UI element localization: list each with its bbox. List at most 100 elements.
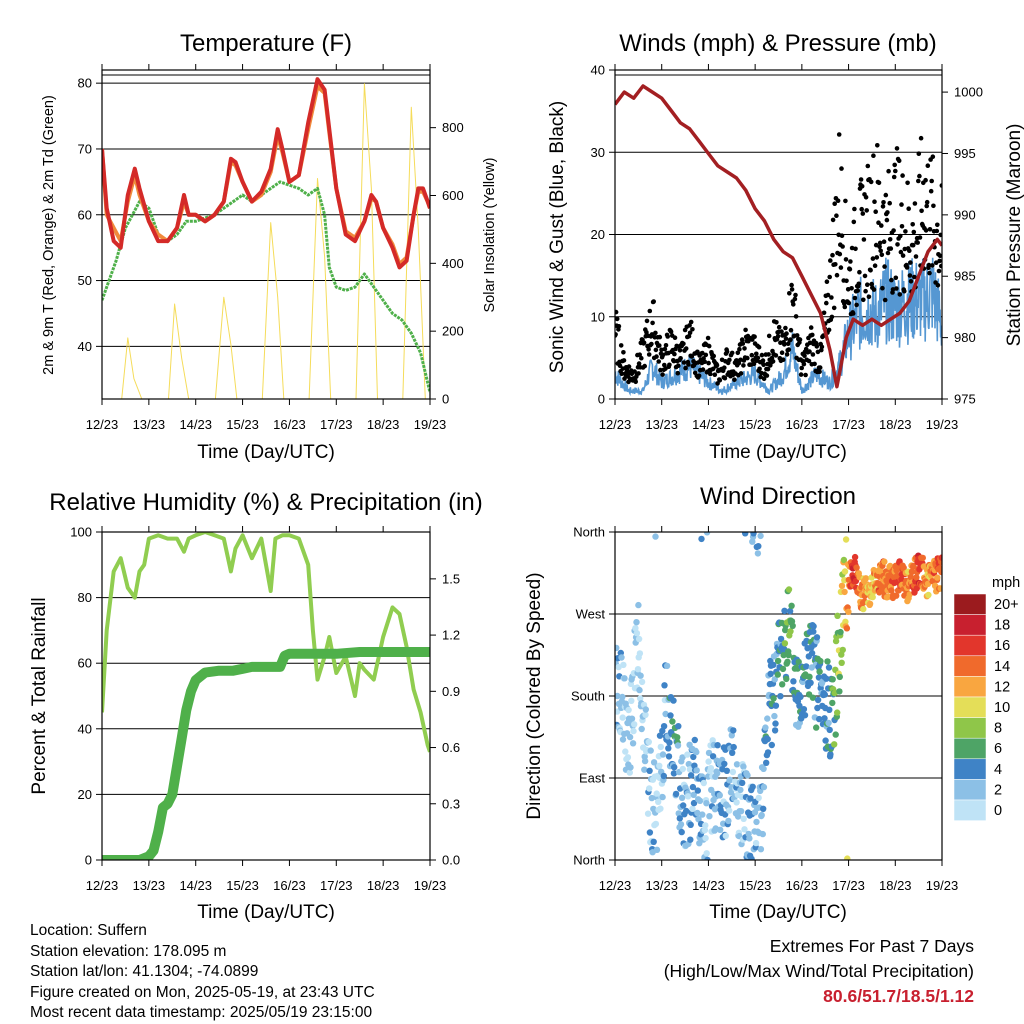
direction-point — [675, 810, 682, 817]
gust-point — [843, 257, 849, 262]
direction-plot-border — [614, 531, 943, 861]
gust-point — [852, 295, 858, 301]
gust-point — [910, 222, 915, 227]
direction-point — [821, 691, 828, 698]
temperature-xtick-label: 15/23 — [226, 417, 259, 432]
direction-point — [779, 665, 787, 673]
gust-point — [834, 272, 840, 278]
gust-point — [662, 346, 668, 352]
extremes-subheading: (High/Low/Max Wind/Total Precipitation) — [663, 961, 974, 981]
direction-point — [641, 766, 648, 773]
direction-point — [680, 802, 687, 809]
direction-point — [707, 765, 715, 772]
gust-point — [641, 340, 647, 346]
direction-point — [836, 673, 843, 681]
direction-point — [631, 721, 638, 728]
series-2m-t — [102, 77, 430, 270]
direction-point — [730, 743, 737, 751]
gust-point — [727, 357, 732, 363]
direction-point — [709, 753, 717, 760]
direction-point — [646, 785, 653, 792]
panel-temperature: Temperature (F) 2m & 9m T (Red, Orange) … — [41, 30, 498, 463]
winds-y2tick-label: 975 — [954, 392, 976, 407]
station-info: Location: Suffern Station elevation: 178… — [30, 921, 375, 1024]
direction-point — [834, 612, 841, 619]
direction-ytick-label: East — [579, 771, 605, 786]
direction-point — [693, 767, 700, 774]
gust-point — [847, 267, 853, 272]
temperature-xtick-label: 17/23 — [320, 417, 353, 432]
direction-point — [750, 532, 757, 537]
gust-point — [879, 223, 884, 228]
temperature-xlabel: Time (Day/UTC) — [197, 442, 335, 463]
humidity-ytick-label: 80 — [78, 590, 92, 605]
gust-point — [937, 253, 942, 259]
series-total-precipitation — [102, 647, 430, 860]
direction-point — [652, 533, 659, 540]
gust-point — [882, 264, 887, 269]
gust-point — [839, 166, 844, 171]
humidity-y2tick-label: 0.0 — [442, 853, 460, 868]
direction-point — [801, 712, 809, 719]
direction-point — [913, 585, 920, 592]
gust-point — [695, 349, 700, 355]
direction-point — [698, 535, 705, 543]
direction-point — [722, 832, 729, 839]
gust-point — [765, 366, 771, 372]
gust-point — [918, 135, 924, 141]
direction-xtick-label: 16/23 — [786, 878, 819, 893]
extremes-values: 80.6/51.7/18.5/1.12 — [823, 986, 974, 1006]
gust-point — [891, 228, 896, 233]
gust-point — [705, 335, 711, 341]
gust-point — [933, 260, 939, 266]
gust-point — [885, 250, 891, 256]
direction-point — [831, 741, 838, 748]
chart-humidity: 0 20 40 60 80 100 12/23 13/23 14/23 15/23 16/23 17/… — [70, 525, 460, 894]
direction-point — [829, 699, 836, 707]
temperature-xtick-label: 12/23 — [86, 417, 119, 432]
temperature-y2tick-label: 200 — [442, 324, 464, 339]
gust-point — [657, 343, 662, 348]
direction-point — [683, 807, 690, 815]
winds-marks — [615, 84, 942, 397]
direction-point — [842, 536, 850, 543]
direction-point — [615, 644, 620, 652]
gust-point — [741, 363, 746, 368]
gust-point — [828, 258, 833, 263]
gust-point — [644, 329, 649, 335]
direction-xtick-label: 12/23 — [599, 878, 632, 893]
direction-point — [758, 811, 765, 819]
direction-point — [633, 630, 641, 637]
legend-swatch — [953, 614, 987, 636]
direction-xtick-label: 15/23 — [739, 878, 772, 893]
gust-point — [683, 346, 689, 351]
gust-point — [824, 300, 829, 306]
direction-xtick-label: 17/23 — [832, 878, 865, 893]
gust-point — [690, 327, 695, 332]
gust-point — [689, 354, 695, 359]
humidity-xtick-label: 12/23 — [86, 878, 119, 893]
gust-point — [621, 350, 626, 355]
gust-point — [829, 295, 834, 300]
direction-point — [898, 576, 905, 583]
direction-point — [938, 568, 942, 576]
gust-point — [878, 248, 883, 254]
gust-point — [732, 377, 737, 383]
direction-point — [726, 807, 733, 814]
gust-point — [930, 263, 935, 268]
gust-point — [899, 224, 905, 229]
direction-point — [740, 763, 747, 770]
direction-point — [721, 811, 729, 818]
direction-point — [760, 805, 767, 812]
gust-point — [893, 275, 899, 281]
direction-point — [686, 766, 694, 773]
gust-point — [764, 373, 770, 378]
gust-point — [834, 213, 839, 218]
direction-point — [653, 846, 661, 853]
gust-point — [832, 201, 837, 206]
gust-point — [799, 365, 804, 371]
direction-point — [635, 635, 643, 643]
direction-ytick-label: South — [571, 689, 605, 704]
direction-point — [755, 543, 762, 550]
gust-point — [749, 352, 755, 358]
